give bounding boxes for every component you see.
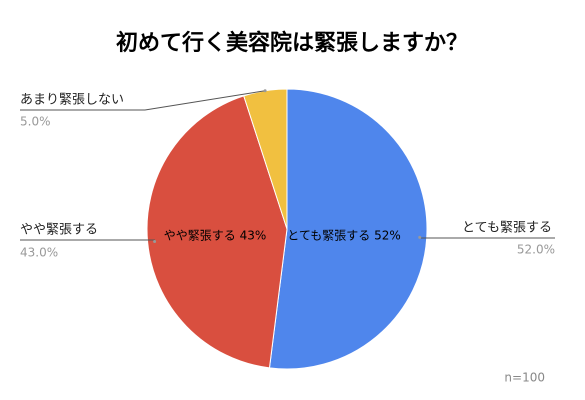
note: n=100	[504, 371, 545, 385]
chart-title: 初めて行く美容院は緊張しますか？	[116, 30, 468, 56]
leader-dot	[418, 235, 422, 239]
value-label: 43.0%	[20, 246, 58, 260]
inner-label: やや緊張する 43%	[164, 229, 267, 243]
leader-dot	[153, 240, 157, 244]
value-label: 5.0%	[20, 115, 51, 129]
leader-line	[144, 90, 266, 111]
legend-label: あまり緊張しない	[20, 93, 124, 108]
leader-dot	[263, 89, 267, 93]
legend-label: とても緊張する	[462, 221, 552, 236]
legend-label: やや緊張する	[20, 223, 98, 238]
inner-label: とても緊張する 52%	[287, 229, 401, 243]
value-label: 52.0%	[517, 243, 555, 257]
pie-slice	[146, 95, 288, 369]
